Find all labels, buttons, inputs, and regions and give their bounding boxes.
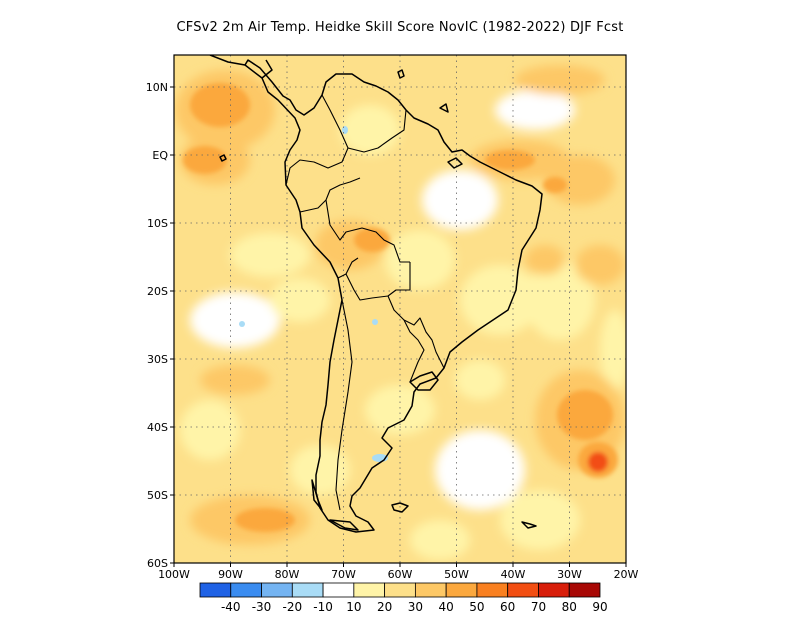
colorbar-swatch bbox=[568, 582, 601, 598]
colorbar-label: -10 bbox=[313, 600, 333, 614]
longitude-label: 40W bbox=[501, 568, 526, 581]
longitude-label: 90W bbox=[218, 568, 243, 581]
colorbar-label: 50 bbox=[469, 600, 484, 614]
colorbar-label: 20 bbox=[377, 600, 392, 614]
longitude-label: 50W bbox=[444, 568, 469, 581]
longitude-label: 60W bbox=[388, 568, 413, 581]
graticule-lines bbox=[174, 55, 626, 563]
longitude-label: 30W bbox=[557, 568, 582, 581]
colorbar-label: 90 bbox=[592, 600, 607, 614]
axis-ticks bbox=[170, 86, 627, 567]
latitude-label: 40S bbox=[147, 421, 168, 434]
colorbar-label: -30 bbox=[252, 600, 272, 614]
colorbar-label: 40 bbox=[439, 600, 454, 614]
longitude-label: 70W bbox=[331, 568, 356, 581]
colorbar-label: 30 bbox=[408, 600, 423, 614]
longitude-label: 80W bbox=[275, 568, 300, 581]
longitude-label: 100W bbox=[158, 568, 190, 581]
longitude-label: 20W bbox=[614, 568, 639, 581]
latitude-label: 30S bbox=[147, 353, 168, 366]
colorbar-swatch bbox=[538, 582, 570, 598]
latitude-label: 60S bbox=[147, 557, 168, 570]
latitude-labels: 10N EQ 10S 20S 30S 40S 50S 60S bbox=[146, 81, 169, 570]
map-title: CFSv2 2m Air Temp. Heidke Skill Score No… bbox=[176, 20, 624, 35]
colorbar-label: 60 bbox=[500, 600, 515, 614]
country-borders bbox=[285, 94, 445, 511]
colorbar-label: 10 bbox=[346, 600, 361, 614]
colorbar-swatch bbox=[507, 582, 539, 598]
colorbar-label: 70 bbox=[531, 600, 546, 614]
latitude-label: 10S bbox=[147, 217, 168, 230]
colorbar-label: 80 bbox=[562, 600, 577, 614]
colorbar-swatch bbox=[353, 582, 386, 598]
colorbar-label: -40 bbox=[221, 600, 241, 614]
latitude-label: EQ bbox=[152, 149, 168, 162]
colorbar: -40 -30 -20 -10 10 20 30 40 50 60 70 80 90 bbox=[199, 582, 608, 614]
colorbar-swatch bbox=[261, 582, 293, 598]
colorbar-swatch bbox=[414, 582, 447, 598]
latitude-label: 10N bbox=[146, 81, 168, 94]
colorbar-swatch bbox=[230, 582, 262, 598]
colorbar-swatch bbox=[199, 582, 232, 598]
colorbar-swatch bbox=[445, 582, 478, 598]
colorbar-swatch bbox=[384, 582, 416, 598]
colorbar-swatch bbox=[476, 582, 509, 598]
colorbar-swatch bbox=[291, 582, 324, 598]
colorbar-swatch bbox=[322, 582, 355, 598]
colorbar-label: -20 bbox=[283, 600, 303, 614]
longitude-labels: 100W 90W 80W 70W 60W 50W 40W 30W 20W bbox=[158, 568, 638, 581]
coastlines bbox=[209, 55, 543, 533]
latitude-label: 20S bbox=[147, 285, 168, 298]
latitude-label: 50S bbox=[147, 489, 168, 502]
